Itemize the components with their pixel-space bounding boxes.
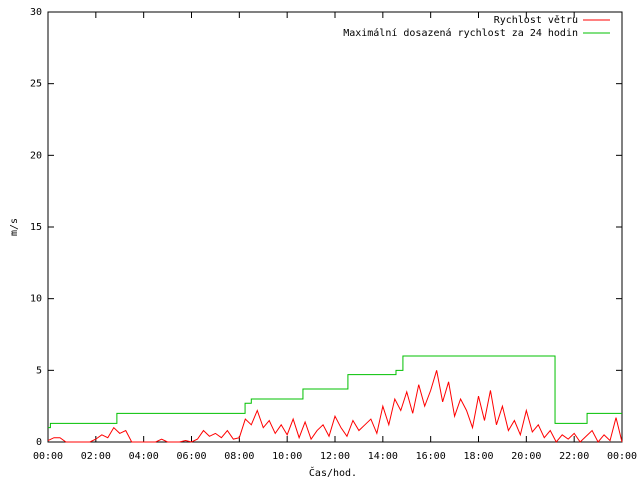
series-line	[48, 355, 622, 429]
y-tick-label: 15	[30, 222, 42, 233]
x-tick-label: 00:00	[33, 451, 63, 462]
x-tick-label: 16:00	[416, 451, 446, 462]
x-axis-label: Čas/hod.	[309, 466, 357, 479]
y-tick-label: 10	[30, 294, 42, 305]
x-tick-label: 06:00	[176, 451, 206, 462]
x-tick-label: 18:00	[463, 451, 493, 462]
y-axis-label: m/s	[9, 218, 20, 236]
series-line	[47, 370, 623, 443]
x-tick-label: 12:00	[320, 451, 350, 462]
x-tick-label: 20:00	[511, 451, 541, 462]
legend-label: Maximální dosazená rychlost za 24 hodin	[343, 27, 578, 39]
x-tick-label: 02:00	[81, 451, 111, 462]
x-tick-label: 08:00	[224, 451, 254, 462]
x-tick-label: 04:00	[129, 451, 159, 462]
y-tick-label: 30	[30, 7, 42, 18]
x-tick-label: 00:00	[607, 451, 637, 462]
x-tick-label: 14:00	[368, 451, 398, 462]
legend-label: Rychlost větru	[494, 14, 578, 26]
y-tick-label: 25	[30, 79, 42, 90]
y-tick-label: 0	[36, 437, 42, 448]
x-tick-label: 10:00	[272, 451, 302, 462]
y-tick-label: 5	[36, 365, 42, 376]
plot-frame	[47, 11, 623, 443]
y-tick-label: 20	[30, 150, 42, 161]
x-tick-label: 22:00	[559, 451, 589, 462]
